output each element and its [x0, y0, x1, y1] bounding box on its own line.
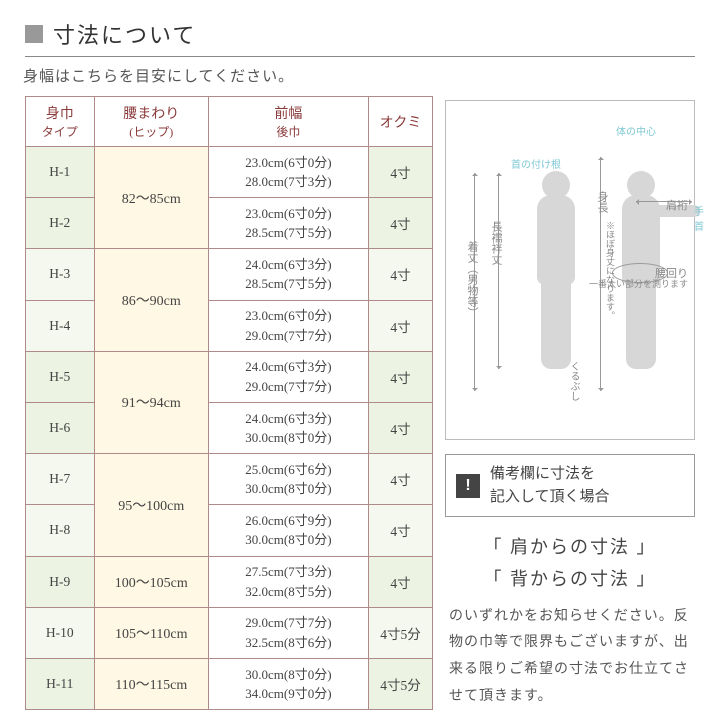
cell-okumi: 4寸 [368, 505, 432, 556]
description: のいずれかをお知らせください。反物の巾等で限界もございますが、出来る限りご希望の… [445, 604, 695, 710]
table-row: H-2 23.0cm(6寸0分)28.5cm(7寸5分)4寸 [26, 198, 433, 249]
label-shincho: 身長 [594, 191, 610, 213]
table-row: H-182～85cm23.0cm(6寸0分)28.0cm(7寸3分)4寸 [26, 147, 433, 198]
cell-okumi: 4寸 [368, 351, 432, 402]
measurement-diagram: 首の付け根 体の中心 手首 着丈（男物等） 長襦袢丈 身長 ※ほぼ身丈になります… [445, 100, 695, 440]
page-title: 寸法について [53, 18, 196, 50]
col-okumi: オクミ [368, 97, 432, 147]
cell-type: H-2 [26, 198, 95, 249]
cell-hip: 100～105cm [94, 556, 208, 607]
table-row: H-11110～115cm30.0cm(8寸0分)34.0cm(9寸0分)4寸5… [26, 658, 433, 709]
cell-type: H-10 [26, 607, 95, 658]
cell-okumi: 4寸 [368, 300, 432, 351]
exclamation-icon: ! [456, 474, 480, 498]
title-row: 寸法について [25, 18, 695, 57]
table-row: H-9100～105cm27.5cm(7寸3分)32.0cm(8寸5分)4寸 [26, 556, 433, 607]
cell-type: H-5 [26, 351, 95, 402]
cell-meas: 23.0cm(6寸0分)28.5cm(7寸5分) [208, 198, 368, 249]
label-wrist: 手首 [694, 203, 704, 233]
cell-meas: 24.0cm(6寸3分)28.5cm(7寸5分) [208, 249, 368, 300]
cell-type: H-8 [26, 505, 95, 556]
cell-meas: 29.0cm(7寸7分)32.5cm(8寸6分) [208, 607, 368, 658]
table-row: H-8 26.0cm(6寸9分)30.0cm(8寸0分)4寸 [26, 505, 433, 556]
cell-type: H-11 [26, 658, 95, 709]
cell-meas: 24.0cm(6寸3分)29.0cm(7寸7分) [208, 351, 368, 402]
cell-hip: 86～90cm [94, 249, 208, 351]
cell-okumi: 4寸5分 [368, 658, 432, 709]
cell-okumi: 4寸 [368, 147, 432, 198]
cell-hip: 105～110cm [94, 607, 208, 658]
label-kitake: 着丈（男物等） [464, 241, 480, 318]
cell-type: H-1 [26, 147, 95, 198]
quote-2: 「 背からの寸法 」 [445, 563, 695, 595]
cell-hip: 110～115cm [94, 658, 208, 709]
title-marker [25, 25, 43, 43]
col-type: 身巾タイプ [26, 97, 95, 147]
label-center: 体の中心 [616, 123, 656, 138]
col-width: 前幅後巾 [208, 97, 368, 147]
cell-type: H-3 [26, 249, 95, 300]
cell-okumi: 4寸5分 [368, 607, 432, 658]
cell-okumi: 4寸 [368, 402, 432, 453]
table-row: H-6 24.0cm(6寸3分)30.0cm(8寸0分)4寸 [26, 402, 433, 453]
cell-hip: 91～94cm [94, 351, 208, 453]
cell-type: H-6 [26, 402, 95, 453]
quote-1: 「 肩からの寸法 」 [445, 531, 695, 563]
cell-meas: 23.0cm(6寸0分)28.0cm(7寸3分) [208, 147, 368, 198]
table-row: H-10105～110cm29.0cm(7寸7分)32.5cm(8寸6分)4寸5… [26, 607, 433, 658]
label-koshi-note: 一番太い部分を測ります [589, 277, 688, 290]
col-hip: 腰まわり(ヒップ) [94, 97, 208, 147]
label-kata: 肩裄 [666, 197, 688, 213]
subtitle: 身幅はこちらを目安にしてください。 [23, 65, 695, 86]
cell-hip: 82～85cm [94, 147, 208, 249]
cell-meas: 26.0cm(6寸9分)30.0cm(8寸0分) [208, 505, 368, 556]
hint-box: ! 備考欄に寸法を記入して頂く場合 [445, 454, 695, 517]
table-row: H-386～90cm24.0cm(6寸3分)28.5cm(7寸5分)4寸 [26, 249, 433, 300]
table-row: H-591～94cm24.0cm(6寸3分)29.0cm(7寸7分)4寸 [26, 351, 433, 402]
cell-meas: 30.0cm(8寸0分)34.0cm(9寸0分) [208, 658, 368, 709]
cell-meas: 25.0cm(6寸6分)30.0cm(8寸0分) [208, 454, 368, 505]
cell-type: H-7 [26, 454, 95, 505]
cell-okumi: 4寸 [368, 454, 432, 505]
table-row: H-4 23.0cm(6寸0分)29.0cm(7寸7分)4寸 [26, 300, 433, 351]
label-neck: 首の付け根 [511, 156, 561, 171]
cell-meas: 23.0cm(6寸0分)29.0cm(7寸7分) [208, 300, 368, 351]
cell-meas: 24.0cm(6寸3分)30.0cm(8寸0分) [208, 402, 368, 453]
cell-okumi: 4寸 [368, 198, 432, 249]
cell-okumi: 4寸 [368, 249, 432, 300]
label-shincho-note: ※ほぼ身丈になります。 [604, 221, 617, 320]
cell-type: H-4 [26, 300, 95, 351]
label-juban: 長襦袢丈 [488, 221, 504, 265]
cell-okumi: 4寸 [368, 556, 432, 607]
table-row: H-795～100cm25.0cm(6寸6分)30.0cm(8寸0分)4寸 [26, 454, 433, 505]
cell-hip: 95～100cm [94, 454, 208, 556]
label-ankle: くるぶし [566, 361, 581, 401]
cell-meas: 27.5cm(7寸3分)32.0cm(8寸5分) [208, 556, 368, 607]
cell-type: H-9 [26, 556, 95, 607]
size-table: 身巾タイプ 腰まわり(ヒップ) 前幅後巾 オクミ H-182～85cm23.0c… [25, 96, 433, 710]
